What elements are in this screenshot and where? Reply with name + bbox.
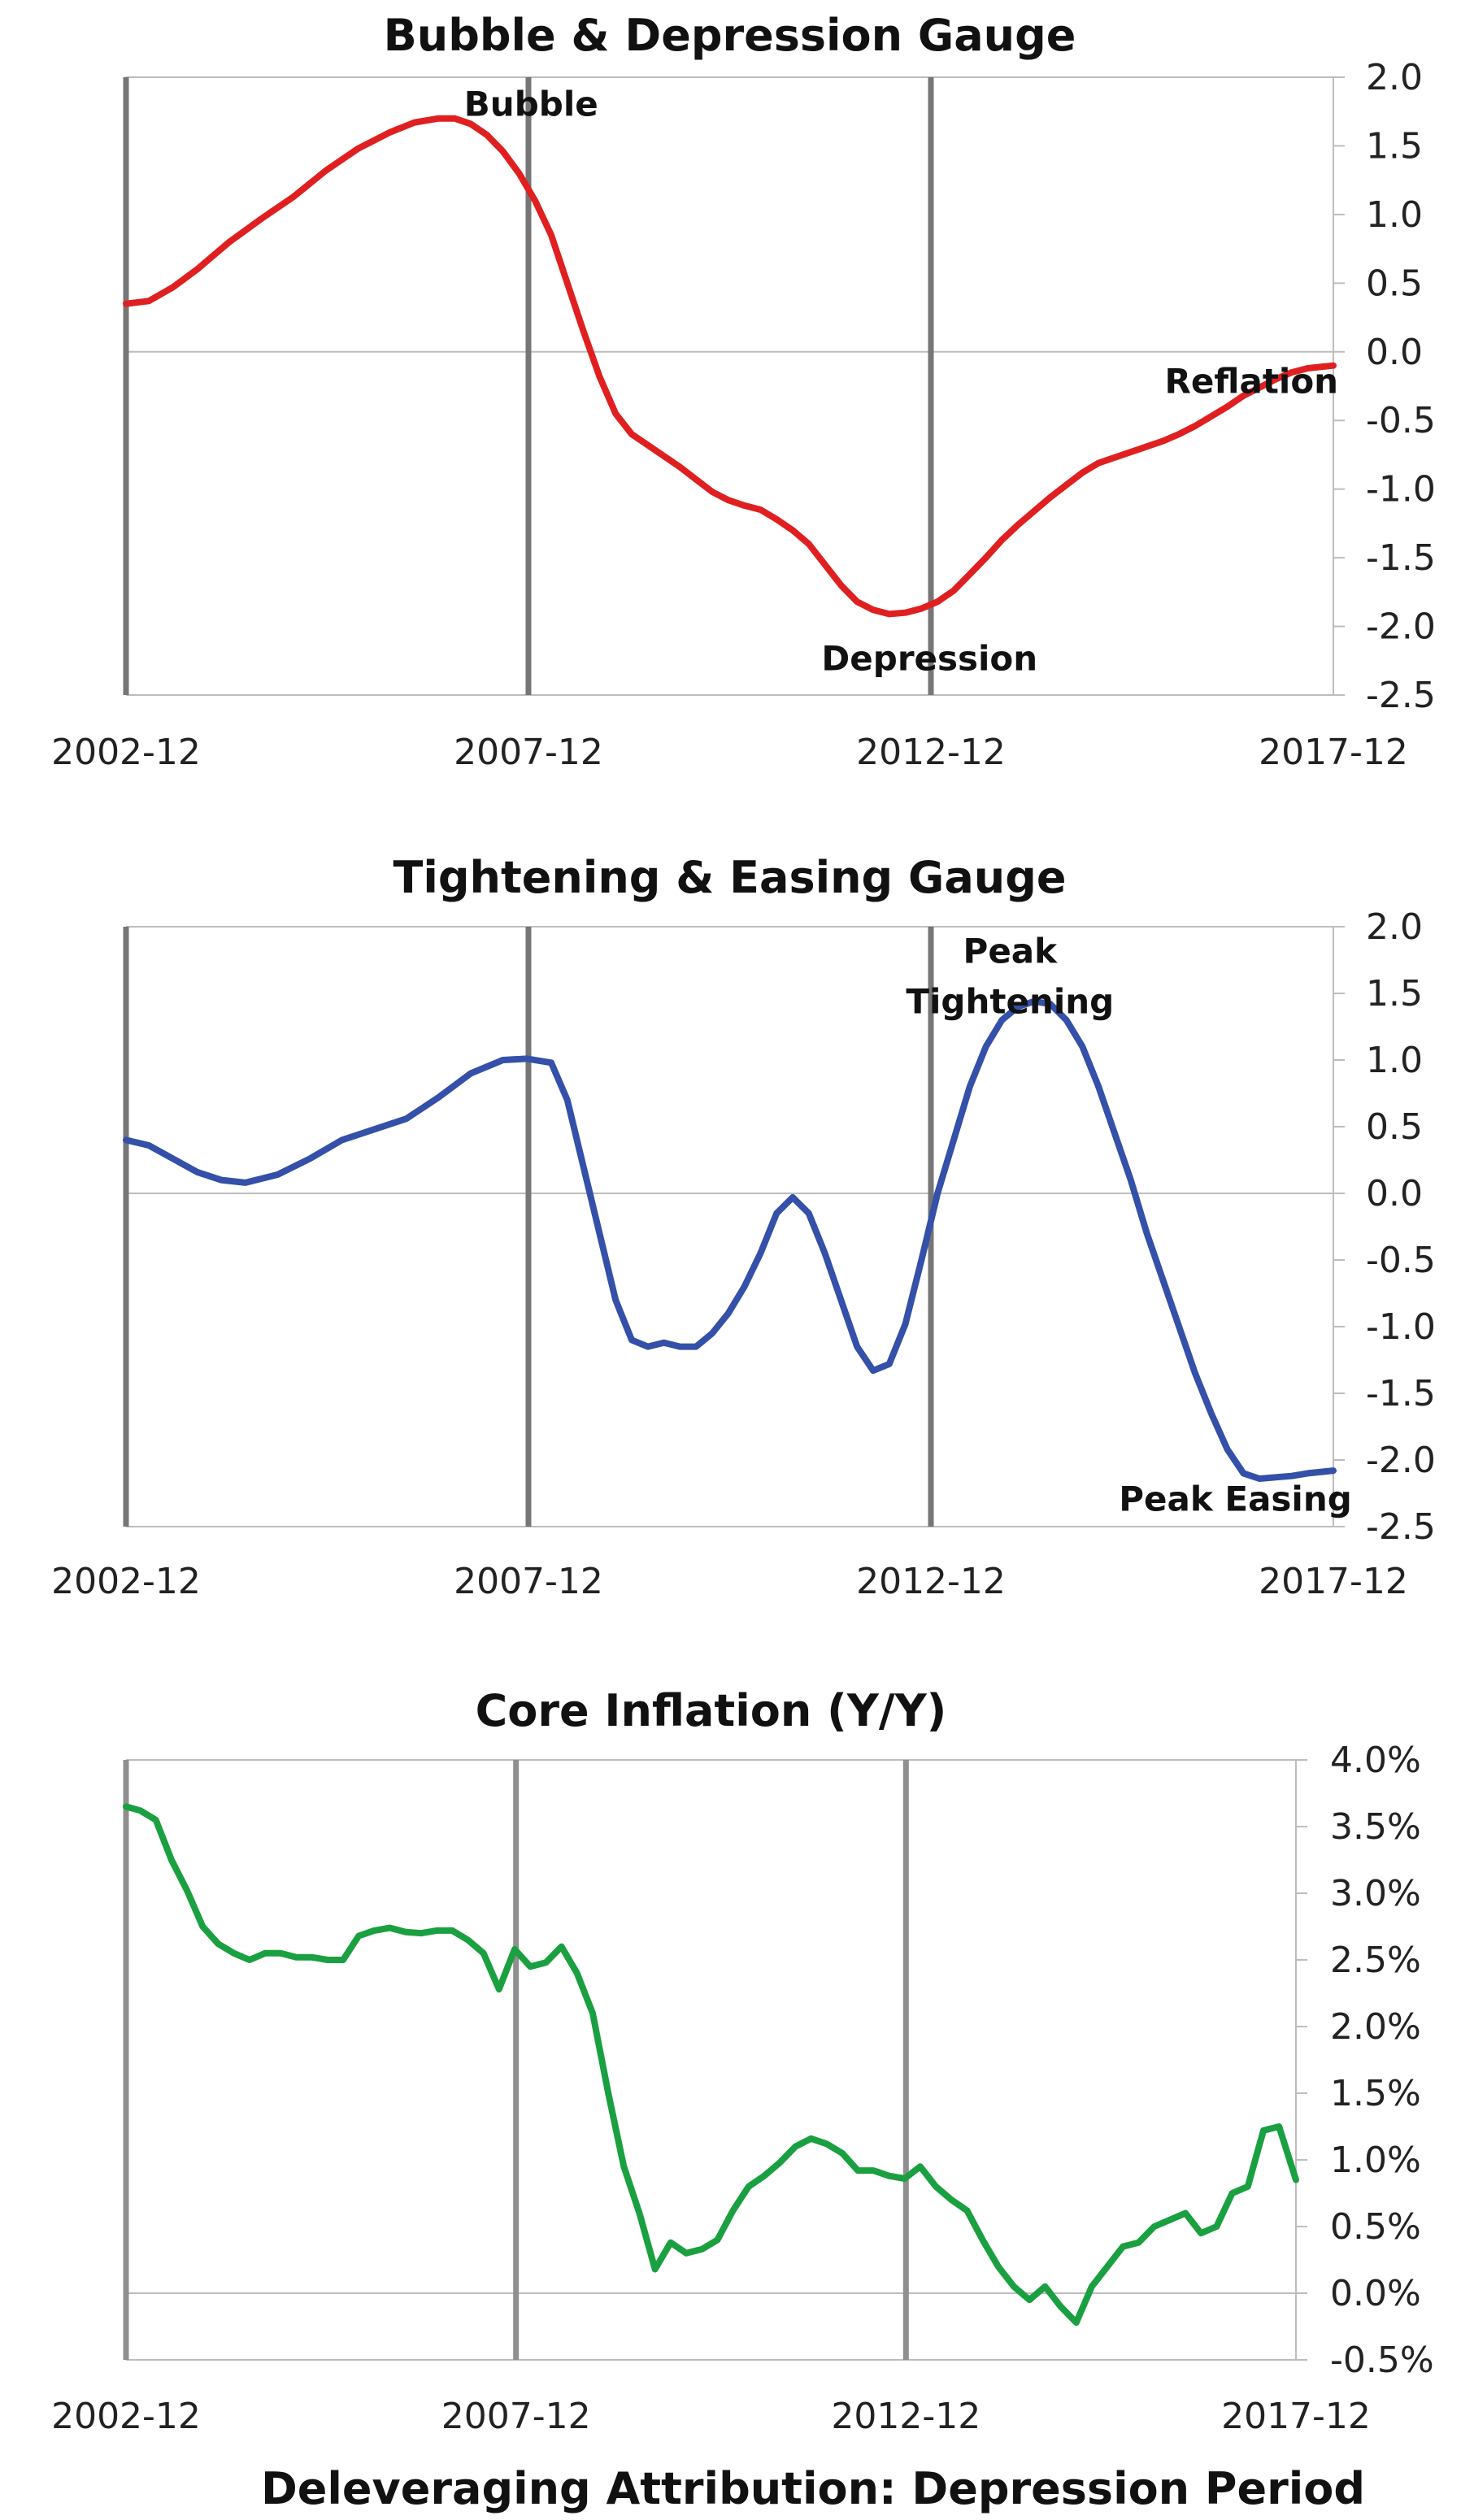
- annotation-label: Depression: [821, 639, 1037, 679]
- series-line: [123, 115, 1337, 618]
- x-tick-label: 2017-12: [1259, 732, 1408, 773]
- x-tick-label: 2017-12: [1259, 1561, 1408, 1602]
- core-inflation-chart: Core Inflation (Y/Y) 4.0% 3.5% 3.0% 2.5% 2.0%…: [51, 1685, 1434, 2437]
- annotation-label: Reflation: [1165, 361, 1339, 401]
- annotation-label: Tightening: [906, 982, 1114, 1022]
- x-tick-label: 2007-12: [454, 1561, 603, 1602]
- y-tick-label: 0.5: [1366, 1106, 1423, 1148]
- series-line: [123, 997, 1337, 1482]
- y-tick-label: -1.0: [1366, 469, 1436, 511]
- x-tick-label: 2012-12: [856, 1561, 1006, 1602]
- bubble-depression-chart: Bubble & Depression Gauge 2.0 1.5 1.0 0.5 0.0…: [51, 10, 1436, 773]
- y-tick-label: 0.5%: [1330, 2206, 1421, 2248]
- annotation-label: Bubble: [464, 84, 598, 124]
- x-tick-label: 2017-12: [1221, 2396, 1371, 2437]
- series-line: [123, 1803, 1299, 2327]
- y-tick-label: 2.0%: [1330, 2006, 1421, 2048]
- chart-title: Tightening & Easing Gauge: [394, 852, 1067, 903]
- y-tick-label: -2.0: [1366, 606, 1436, 648]
- y-tick-label: 1.5: [1366, 125, 1423, 167]
- annotation-label: Peak Easing: [1119, 1479, 1352, 1519]
- y-tick-label: 3.5%: [1330, 1806, 1421, 1848]
- y-tick-label: 2.5%: [1330, 1940, 1421, 1981]
- y-tick-label: -1.0: [1366, 1306, 1436, 1348]
- tightening-easing-chart: Tightening & Easing Gauge 2.0 1.5 1.0 0.5 0.0…: [51, 852, 1436, 1602]
- y-tick-label: 1.0: [1366, 194, 1423, 236]
- y-tick-label: 0.5: [1366, 263, 1423, 304]
- x-tick-label: 2002-12: [51, 2396, 201, 2437]
- chart-title: Bubble & Depression Gauge: [384, 10, 1076, 61]
- chart-title: Core Inflation (Y/Y): [476, 1685, 947, 1736]
- y-tick-label: 1.5: [1366, 973, 1423, 1015]
- y-tick-label: -0.5%: [1330, 2340, 1434, 2381]
- footer-title: Deleveraging Attribution: Depression Per…: [261, 2463, 1365, 2514]
- y-tick-label: 0.0: [1366, 332, 1423, 373]
- y-tick-label: 1.0: [1366, 1040, 1423, 1081]
- y-tick-label: -0.5: [1366, 400, 1436, 441]
- x-tick-label: 2007-12: [441, 2396, 591, 2437]
- x-tick-label: 2002-12: [51, 732, 201, 773]
- y-tick-label: 2.0: [1366, 57, 1423, 98]
- x-tick-label: 2007-12: [454, 732, 603, 773]
- y-tick-label: 2.0: [1366, 906, 1423, 948]
- annotation-label: Peak: [963, 931, 1059, 971]
- y-tick-label: 0.0: [1366, 1173, 1423, 1214]
- y-tick-label: 1.0%: [1330, 2140, 1421, 2181]
- y-tick-label: -1.5: [1366, 537, 1436, 579]
- y-tick-label: 1.5%: [1330, 2073, 1421, 2114]
- y-tick-label: -2.0: [1366, 1440, 1436, 1481]
- y-tick-label: 3.0%: [1330, 1873, 1421, 1914]
- y-tick-label: -2.5: [1366, 1506, 1436, 1548]
- x-tick-label: 2012-12: [856, 732, 1006, 773]
- x-tick-label: 2002-12: [51, 1561, 201, 1602]
- y-tick-label: -1.5: [1366, 1373, 1436, 1414]
- x-tick-label: 2012-12: [831, 2396, 980, 2437]
- y-tick-label: -0.5: [1366, 1240, 1436, 1281]
- y-tick-label: 4.0%: [1330, 1740, 1421, 1781]
- y-tick-label: -2.5: [1366, 675, 1436, 716]
- y-tick-label: 0.0%: [1330, 2273, 1421, 2314]
